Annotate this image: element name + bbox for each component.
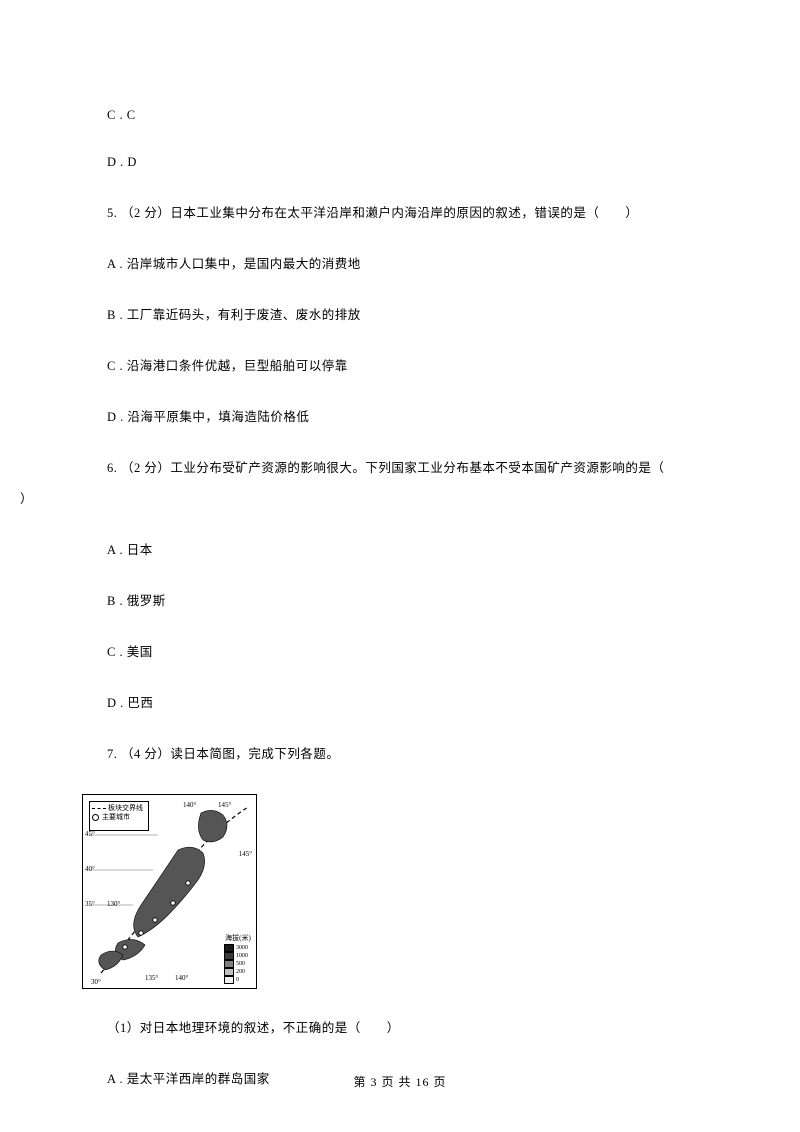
option-d: D . D [82,155,718,170]
option-c: C . C [82,108,718,123]
japan-map-figure: 板块交界线 主要城市 45° 40° 35° 30° 130 [82,794,257,989]
q5-option-d: D . 沿海平原集中，填海造陆价格低 [82,406,718,425]
depth-row: 3000 [224,944,252,952]
lat-35: 35° [85,900,95,908]
lon-140-top: 140° [183,801,196,809]
question-7: 7. （4 分）读日本简图，完成下列各题。 [82,743,718,762]
lat-40: 40° [85,865,95,873]
lat-30: 30° [91,978,101,986]
lon-135: 135° [145,974,158,982]
q6-option-d: D . 巴西 [82,692,718,711]
q6-option-a: A . 日本 [82,539,718,558]
lat-45: 45° [85,830,95,838]
depth-title: 海拔(米) [224,933,252,943]
depth-row: 1000 [224,952,252,960]
q6-option-c: C . 美国 [82,641,718,660]
depth-row: 500 [224,960,252,968]
q5-option-b: B . 工厂靠近码头，有利于废渣、废水的排放 [82,304,718,323]
q5-option-c: C . 沿海港口条件优越，巨型船舶可以停靠 [82,355,718,374]
lon-145-top: 145° [218,801,231,809]
q6-option-b: B . 俄罗斯 [82,590,718,609]
lon-130: 130° [107,900,120,908]
lon-140: 140° [175,974,188,982]
q7-sub1: （1）对日本地理环境的叙述，不正确的是（ ） [82,1017,718,1036]
depth-row: 200 [224,968,252,976]
lon-145-right: 145° [239,850,252,858]
question-6: 6. （2 分）工业分布受矿产资源的影响很大。下列国家工业分布基本不受本国矿产资… [82,457,718,476]
depth-legend: 海拔(米) 300010005002000 [224,933,252,984]
question-5: 5. （2 分）日本工业集中分布在太平洋沿岸和濑户内海沿岸的原因的叙述，错误的是… [82,202,718,221]
page-footer: 第 3 页 共 16 页 [0,1073,800,1090]
q6-close-paren: ） [20,488,718,507]
q5-option-a: A . 沿岸城市人口集中，是国内最大的消费地 [82,253,718,272]
depth-row: 0 [224,976,252,984]
